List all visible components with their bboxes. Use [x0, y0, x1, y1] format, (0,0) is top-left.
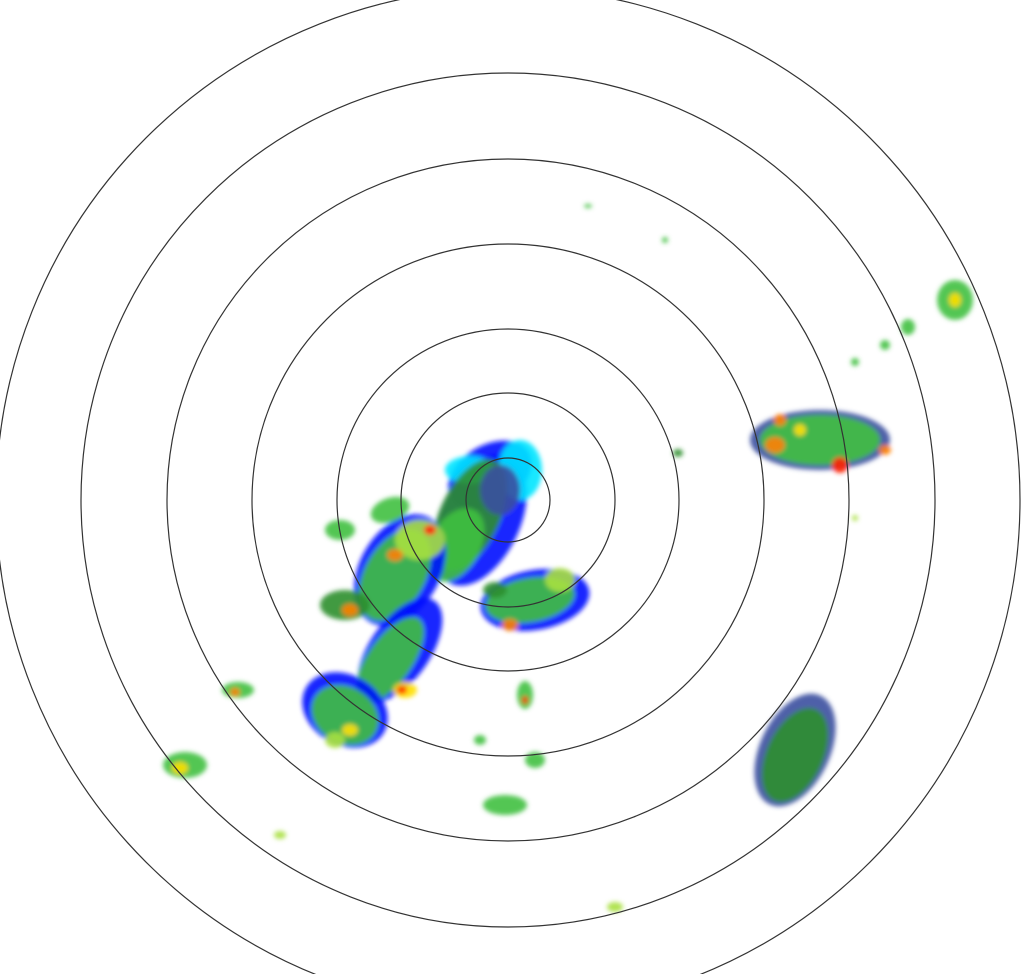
echo-cell — [483, 582, 507, 598]
echo-cell — [545, 568, 575, 592]
echo-cell — [794, 424, 806, 436]
echo-cell — [502, 619, 518, 631]
echo-cell — [662, 237, 668, 243]
echo-cell — [584, 204, 592, 208]
echo-cell — [851, 358, 859, 366]
echo-cell — [879, 445, 891, 455]
echo-cell — [901, 319, 915, 335]
echo-cell — [172, 762, 188, 774]
echo-cell — [311, 685, 379, 745]
echo-cell — [949, 293, 961, 307]
echo-cell — [230, 688, 240, 696]
echo-cell — [832, 457, 848, 473]
echo-cell — [761, 708, 829, 802]
echo-cell — [522, 696, 528, 704]
echo-cell — [483, 795, 527, 815]
echo-cell — [480, 465, 520, 515]
echo-cell — [774, 414, 786, 426]
range-ring — [400, 392, 616, 608]
precipitation-echoes — [163, 204, 973, 912]
echo-cell — [760, 415, 880, 465]
echo-cell — [342, 724, 358, 736]
range-ring — [336, 328, 680, 672]
range-ring — [166, 158, 850, 842]
echo-cell — [607, 902, 623, 912]
echo-cell — [274, 831, 286, 839]
echo-cell — [397, 686, 407, 694]
range-ring — [465, 457, 551, 543]
echo-cell — [424, 525, 436, 535]
echo-cell — [387, 549, 403, 561]
echo-cell — [474, 735, 486, 745]
echo-cell — [325, 732, 345, 748]
echo-cell — [673, 449, 683, 457]
echo-cell — [852, 515, 858, 521]
echo-cell — [765, 437, 785, 453]
echo-cell — [370, 496, 410, 524]
range-ring — [251, 243, 765, 757]
echo-cell — [320, 590, 370, 620]
echo-cell — [880, 340, 890, 350]
range-ring — [80, 72, 936, 928]
echo-cell — [342, 604, 358, 616]
echo-cell — [525, 752, 545, 768]
echo-cell — [517, 681, 533, 709]
